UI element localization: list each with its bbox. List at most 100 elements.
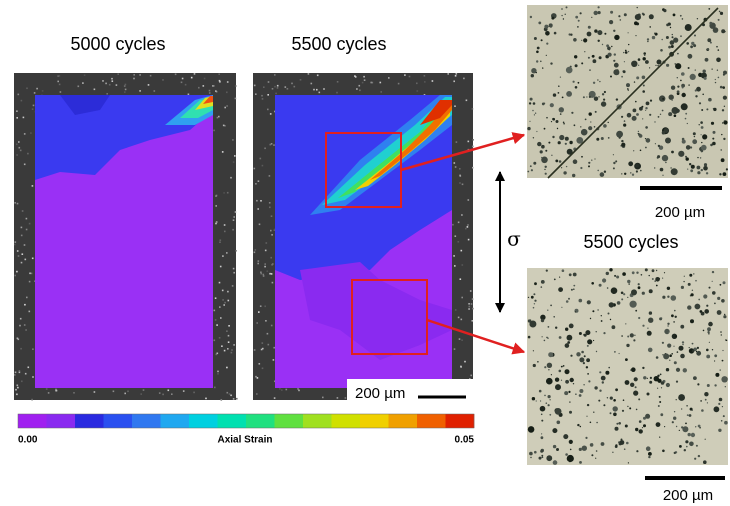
speckle: [168, 390, 170, 392]
colorbar-segment: [446, 414, 475, 428]
speckle: [533, 162, 536, 165]
speckle: [586, 96, 587, 97]
speckle: [716, 58, 721, 63]
speckle: [691, 433, 695, 437]
speckle: [222, 255, 224, 257]
speckle: [726, 340, 727, 341]
speckle: [645, 126, 648, 129]
speckle: [583, 38, 587, 42]
speckle: [649, 114, 651, 116]
speckle: [724, 106, 725, 107]
speckle: [668, 112, 672, 116]
speckle: [372, 82, 374, 84]
speckle: [673, 417, 676, 420]
speckle: [534, 282, 537, 285]
speckle: [701, 126, 704, 129]
speckle: [683, 281, 684, 282]
speckle: [671, 295, 677, 301]
speckle: [139, 74, 141, 76]
speckle: [693, 132, 696, 135]
speckle: [624, 61, 625, 62]
speckle: [666, 368, 669, 371]
speckle: [454, 105, 456, 107]
scale-label: 200 µm: [663, 487, 713, 504]
speckle: [198, 87, 200, 89]
speckle: [257, 377, 259, 379]
speckle: [645, 147, 647, 149]
speckle: [625, 51, 628, 54]
speckle: [215, 319, 217, 321]
speckle: [472, 167, 474, 169]
speckle: [695, 89, 697, 91]
speckle: [596, 331, 597, 332]
speckle: [209, 90, 211, 92]
speckle: [646, 138, 651, 143]
speckle: [645, 138, 646, 139]
speckle: [603, 124, 607, 128]
speckle: [616, 98, 618, 100]
speckle: [721, 29, 725, 33]
speckle: [217, 371, 219, 373]
speckle: [468, 239, 470, 241]
speckle: [580, 167, 582, 169]
speckle: [217, 373, 219, 375]
speckle: [575, 16, 578, 19]
speckle: [631, 289, 637, 295]
speckle: [573, 159, 578, 164]
speckle: [643, 52, 646, 55]
speckle: [654, 376, 659, 381]
speckle: [649, 26, 651, 28]
speckle: [268, 81, 270, 83]
speckle: [531, 74, 534, 77]
speckle: [689, 274, 692, 277]
speckle: [261, 95, 263, 97]
speckle: [598, 11, 601, 14]
speckle: [116, 84, 118, 86]
speckle: [551, 17, 554, 20]
speckle: [635, 164, 639, 168]
speckle: [533, 364, 536, 367]
speckle: [552, 428, 557, 433]
speckle: [159, 392, 161, 394]
speckle: [16, 117, 18, 119]
speckle: [613, 406, 618, 411]
speckle: [274, 74, 276, 76]
speckle: [623, 70, 626, 73]
speckle: [714, 360, 715, 361]
speckle: [587, 373, 589, 375]
speckle: [256, 322, 258, 324]
speckle: [31, 273, 33, 275]
scale-label: 200 µm: [355, 385, 405, 402]
speckle: [707, 327, 711, 331]
speckle: [697, 171, 700, 174]
speckle: [676, 368, 680, 372]
speckle: [635, 101, 637, 103]
speckle: [263, 274, 265, 276]
speckle: [671, 45, 674, 48]
speckle: [461, 319, 463, 321]
speckle: [608, 367, 610, 369]
speckle: [649, 67, 650, 68]
speckle: [718, 403, 720, 405]
speckle: [24, 244, 26, 246]
speckle: [533, 293, 535, 295]
speckle: [133, 78, 135, 80]
speckle: [602, 278, 606, 282]
speckle: [638, 286, 641, 289]
speckle: [579, 448, 582, 451]
speckle: [613, 167, 615, 169]
speckle: [404, 74, 406, 76]
speckle: [82, 82, 84, 84]
speckle: [673, 14, 676, 17]
speckle: [550, 25, 552, 27]
speckle: [546, 55, 547, 56]
speckle: [537, 361, 539, 363]
speckle: [298, 390, 300, 392]
speckle: [720, 86, 723, 89]
colorbar-max: 0.05: [455, 435, 475, 446]
speckle: [613, 60, 615, 62]
speckle: [417, 90, 419, 92]
speckle: [467, 226, 469, 228]
speckle: [606, 272, 609, 275]
speckle: [689, 414, 692, 417]
